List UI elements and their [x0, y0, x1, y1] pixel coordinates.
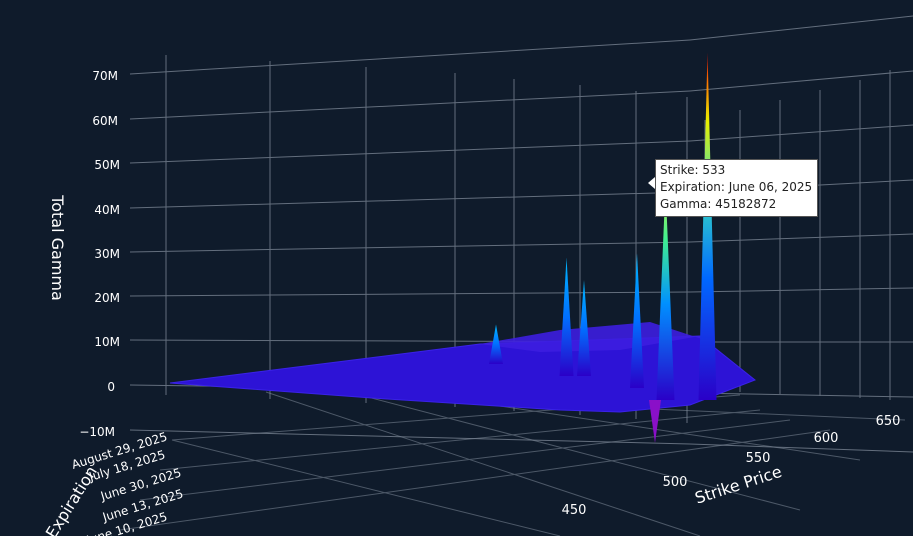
side-grid-hline — [689, 15, 913, 41]
floor-grid-line — [159, 409, 761, 471]
back-grid-hline — [129, 39, 691, 75]
side-wall-grid — [689, 15, 913, 453]
side-grid-hline — [689, 124, 913, 142]
surface-back-ridge — [480, 322, 705, 352]
x-axis-ticks: 450 500 550 600 650 — [562, 414, 901, 518]
z-tick-label: −10M — [79, 425, 115, 439]
z-tick-label: 20M — [94, 291, 120, 305]
gamma-surface — [169, 52, 756, 443]
hover-tooltip-arrow — [648, 177, 655, 189]
x-tick-label: 450 — [562, 503, 587, 518]
floor-grid-line — [119, 429, 831, 531]
surface-spike — [630, 253, 644, 388]
surface-trough — [649, 400, 661, 443]
side-grid-hline — [689, 70, 913, 92]
z-axis-title: Total Gamma — [48, 194, 67, 301]
z-tick-label: 10M — [94, 335, 120, 349]
side-grid-hline — [689, 233, 913, 243]
z-tick-label: 0 — [107, 380, 115, 394]
z-tick-label: 30M — [94, 247, 120, 261]
side-grid-hline — [689, 443, 913, 453]
x-tick-label: 500 — [663, 475, 688, 490]
surface-spike — [559, 257, 574, 376]
side-grid-hline — [689, 287, 913, 293]
z-tick-label: 50M — [94, 158, 120, 172]
z-axis-ticks: −10M 0 10M 20M 30M 40M 50M 60M 70M — [79, 69, 120, 439]
back-grid-hline — [129, 191, 691, 209]
tooltip-gamma: Gamma: 45182872 — [660, 197, 777, 211]
z-tick-label: 70M — [92, 69, 118, 83]
back-grid-hline — [129, 429, 691, 445]
surface-spike — [577, 279, 591, 376]
floor-grid-line — [139, 419, 791, 501]
z-tick-label: 60M — [92, 114, 118, 128]
side-grid-hline — [689, 392, 913, 398]
back-grid-hline — [129, 140, 691, 164]
tooltip-strike: Strike: 533 — [660, 163, 726, 177]
x-tick-label: 600 — [814, 431, 839, 446]
surface-spike — [489, 324, 503, 364]
tooltip-expiration: Expiration: June 06, 2025 — [660, 180, 813, 194]
surface-spike — [656, 185, 675, 400]
floor-grid-line — [265, 391, 701, 536]
floor-grid-line — [171, 439, 561, 536]
z-tick-label: 40M — [94, 203, 120, 217]
x-tick-label: 650 — [876, 414, 901, 429]
back-grid-hline — [129, 241, 691, 253]
x-tick-label: 550 — [746, 451, 771, 466]
surface-spike — [698, 52, 717, 400]
floor-grid-line — [459, 399, 861, 461]
back-grid-hline — [129, 90, 691, 120]
floor-grid-line — [359, 394, 801, 511]
hover-tooltip: Strike: 533 Expiration: June 06, 2025 Ga… — [655, 159, 819, 217]
back-grid-hline — [129, 291, 691, 297]
